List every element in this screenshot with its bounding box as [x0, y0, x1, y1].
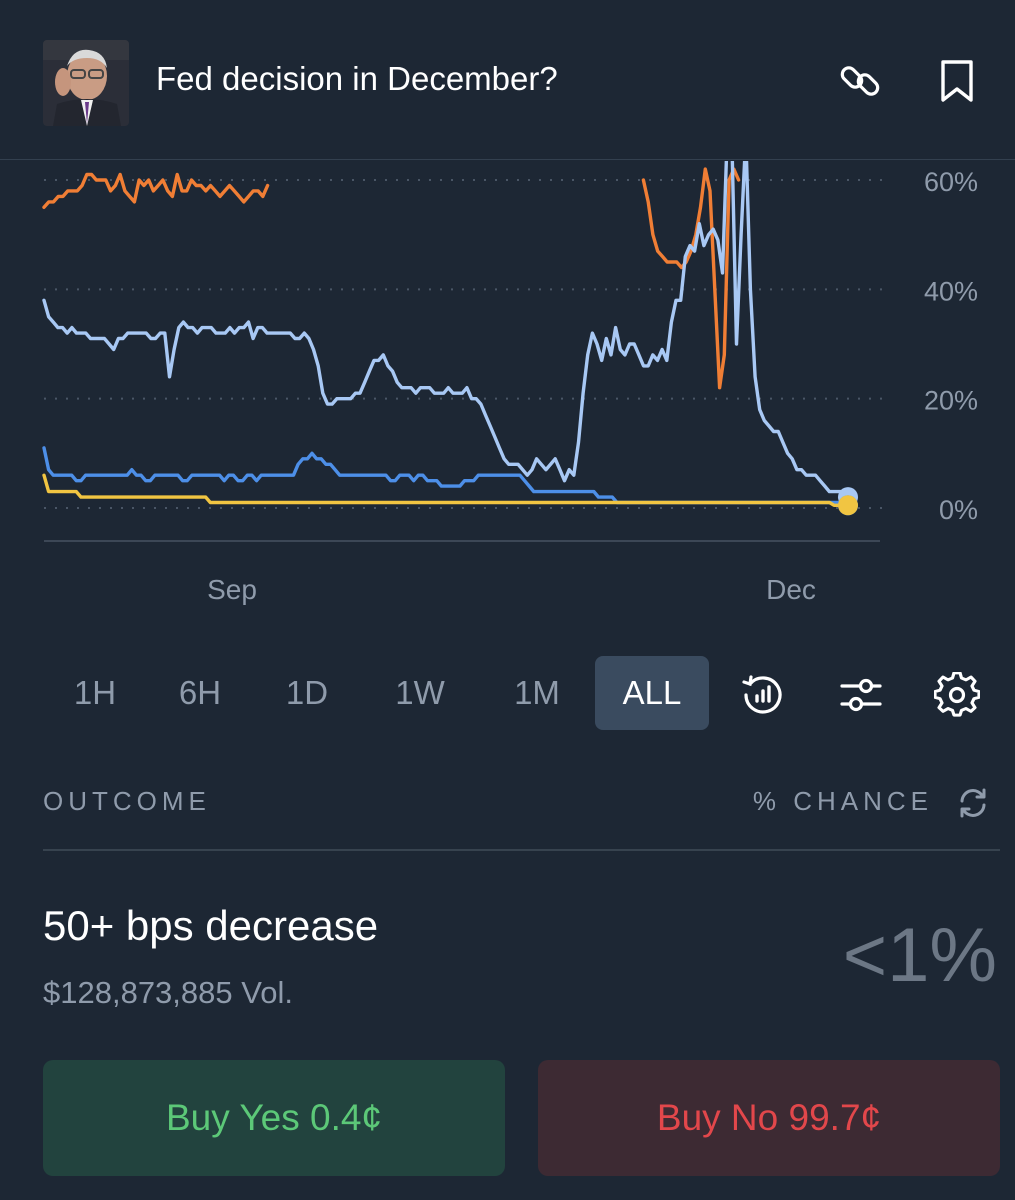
series-endpoint-3	[838, 495, 858, 516]
series-line-1	[42, 161, 850, 499]
market-title: Fed decision in December?	[156, 60, 558, 97]
outcome-volume: $128,873,885 Vol.	[43, 975, 293, 1010]
market-header: Fed decision in December?	[0, 0, 1015, 160]
time-range-bar: 1H 6H 1D 1W 1M ALL	[0, 656, 1015, 732]
y-tick-label: 0%	[939, 495, 978, 525]
range-6h-button[interactable]: 6H	[178, 674, 222, 711]
series-line-0	[42, 167, 741, 390]
x-tick-label: Sep	[207, 574, 257, 605]
buy-no-button[interactable]: Buy No 99.7¢	[538, 1060, 1000, 1176]
gear-icon[interactable]	[933, 671, 981, 718]
price-chart: 60% 40% 20% 0% Sep Dec	[0, 160, 1015, 620]
chance-column-header: % CHANCE	[752, 786, 933, 816]
y-tick-label: 40%	[924, 276, 978, 306]
range-1d-button[interactable]: 1D	[285, 674, 329, 711]
outcome-name: 50+ bps decrease	[43, 902, 379, 949]
divider	[43, 849, 1000, 851]
refresh-icon[interactable]	[956, 786, 990, 820]
range-all-button[interactable]: ALL	[595, 656, 709, 730]
range-1w-button[interactable]: 1W	[395, 674, 445, 711]
buy-yes-button[interactable]: Buy Yes 0.4¢	[43, 1060, 505, 1176]
x-tick-label: Dec	[766, 574, 816, 605]
history-chart-icon[interactable]	[740, 672, 786, 718]
outcome-chance: <1%	[842, 913, 997, 998]
chart-svg: 60% 40% 20% 0% Sep Dec	[42, 161, 978, 605]
outcome-column-header: OUTCOME	[43, 786, 211, 816]
series-line-3	[42, 473, 850, 507]
sliders-icon[interactable]	[838, 672, 884, 718]
bookmark-icon[interactable]	[934, 58, 980, 104]
range-1m-button[interactable]: 1M	[514, 674, 560, 711]
market-avatar	[43, 40, 129, 126]
range-1h-button[interactable]: 1H	[73, 674, 117, 711]
y-tick-label: 20%	[924, 386, 978, 416]
link-icon[interactable]	[837, 58, 883, 104]
y-tick-label: 60%	[924, 167, 978, 197]
